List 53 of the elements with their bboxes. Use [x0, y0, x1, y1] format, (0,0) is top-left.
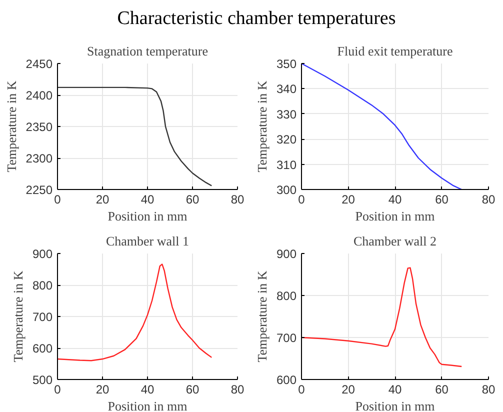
x-tick-label: 20 [96, 382, 110, 396]
y-tick-label: 500 [32, 373, 53, 387]
y-tick-label: 300 [276, 183, 297, 197]
y-tick-label: 600 [276, 373, 297, 387]
x-tick-label: 80 [230, 382, 244, 396]
y-tick-label: 800 [276, 289, 297, 303]
x-tick-label: 60 [435, 192, 449, 206]
y-tick-label: 700 [276, 331, 297, 345]
x-tick-label: 40 [140, 192, 154, 206]
x-tick-label: 20 [96, 192, 110, 206]
y-axis-title: Temperature in K [10, 270, 26, 362]
chart-title: Stagnation temperature [87, 44, 208, 58]
x-axis-title: Position in mm [108, 398, 188, 412]
y-tick-label: 350 [276, 57, 297, 71]
x-axis-title: Position in mm [108, 208, 188, 224]
y-tick-label: 900 [276, 247, 297, 261]
x-tick-label: 80 [482, 382, 496, 396]
y-axis-title: Temperature in K [254, 80, 270, 172]
text: Characteristic chamber temperatures [117, 7, 396, 31]
y-axis-title: Temperature in K [4, 80, 19, 172]
x-tick-label: 0 [298, 382, 306, 396]
x-axis-title: Position in mm [355, 208, 435, 224]
y-tick-label: 700 [32, 310, 53, 324]
x-tick-label: 20 [342, 382, 356, 396]
x-axis-title: Position in mm [355, 398, 435, 412]
y-tick-label: 600 [32, 342, 53, 356]
x-tick-label: 60 [186, 192, 200, 206]
chart-title: Chamber wall 2 [353, 234, 437, 248]
y-tick-label: 340 [276, 82, 297, 96]
x-tick-label: 0 [298, 192, 306, 206]
y-tick-label: 2350 [26, 120, 53, 134]
y-tick-label: 2400 [26, 88, 53, 102]
y-tick-label: 2300 [26, 152, 53, 166]
x-tick-label: 40 [140, 382, 154, 396]
x-tick-label: 60 [186, 382, 200, 396]
y-tick-label: 330 [276, 107, 297, 122]
x-tick-label: 60 [435, 382, 449, 396]
y-tick-label: 2450 [26, 57, 53, 71]
y-tick-label: 900 [32, 247, 53, 261]
x-tick-label: 40 [388, 192, 402, 206]
chart-title: Chamber wall 1 [106, 234, 190, 248]
y-tick-label: 310 [276, 158, 297, 172]
x-tick-label: 40 [388, 382, 402, 396]
y-tick-label: 800 [32, 278, 53, 292]
x-tick-label: 20 [342, 192, 356, 206]
x-tick-label: 80 [482, 192, 496, 206]
chart-title: Fluid exit temperature [337, 44, 453, 58]
x-tick-label: 80 [230, 192, 244, 206]
y-tick-label: 2250 [26, 183, 53, 197]
y-tick-label: 320 [276, 132, 297, 147]
x-tick-label: 0 [54, 192, 62, 206]
y-axis-title: Temperature in K [254, 270, 270, 362]
x-tick-label: 0 [54, 382, 62, 396]
